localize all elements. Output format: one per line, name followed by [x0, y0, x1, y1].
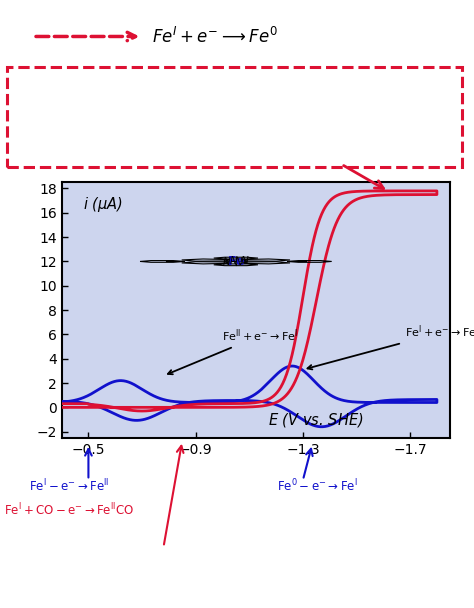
Text: $Fe^{0}+CO_{2}+e^{-}+2AH\longrightarrow Fe^{I}+CO+H_{2}O$: $Fe^{0}+CO_{2}+e^{-}+2AH\longrightarrow … [24, 108, 317, 130]
Text: $\mathrm{Fe^{I}-e^{-}\rightarrow Fe^{II}}$: $\mathrm{Fe^{I}-e^{-}\rightarrow Fe^{II}… [29, 477, 109, 494]
Text: N: N [241, 256, 248, 266]
Text: $i$ ($\mu$A): $i$ ($\mu$A) [83, 195, 123, 213]
Text: N: N [230, 256, 238, 266]
Text: $\mathrm{Fe^{II}+e^{-}\rightarrow Fe^{I}}$: $\mathrm{Fe^{II}+e^{-}\rightarrow Fe^{I}… [168, 327, 299, 375]
Text: N: N [223, 257, 231, 266]
Text: $Fe^{I}+e^{-}\longrightarrow Fe^{0}$: $Fe^{I}+e^{-}\longrightarrow Fe^{0}$ [152, 26, 277, 47]
Text: $\bf{Fe}$: $\bf{Fe}$ [227, 255, 245, 268]
Text: $\mathrm{Fe^{I}+e^{-}\rightarrow Fe^{0}}$: $\mathrm{Fe^{I}+e^{-}\rightarrow Fe^{0}}… [308, 323, 474, 370]
Text: N: N [235, 257, 242, 267]
Text: $\mathrm{Fe^{I}+CO-e^{-}\rightarrow Fe^{II}CO}$: $\mathrm{Fe^{I}+CO-e^{-}\rightarrow Fe^{… [4, 502, 135, 518]
Text: $E$ (V vs. SHE): $E$ (V vs. SHE) [268, 411, 364, 429]
Text: $\mathrm{Fe^{0}-e^{-}\rightarrow Fe^{I}}$: $\mathrm{Fe^{0}-e^{-}\rightarrow Fe^{I}}… [277, 477, 357, 494]
